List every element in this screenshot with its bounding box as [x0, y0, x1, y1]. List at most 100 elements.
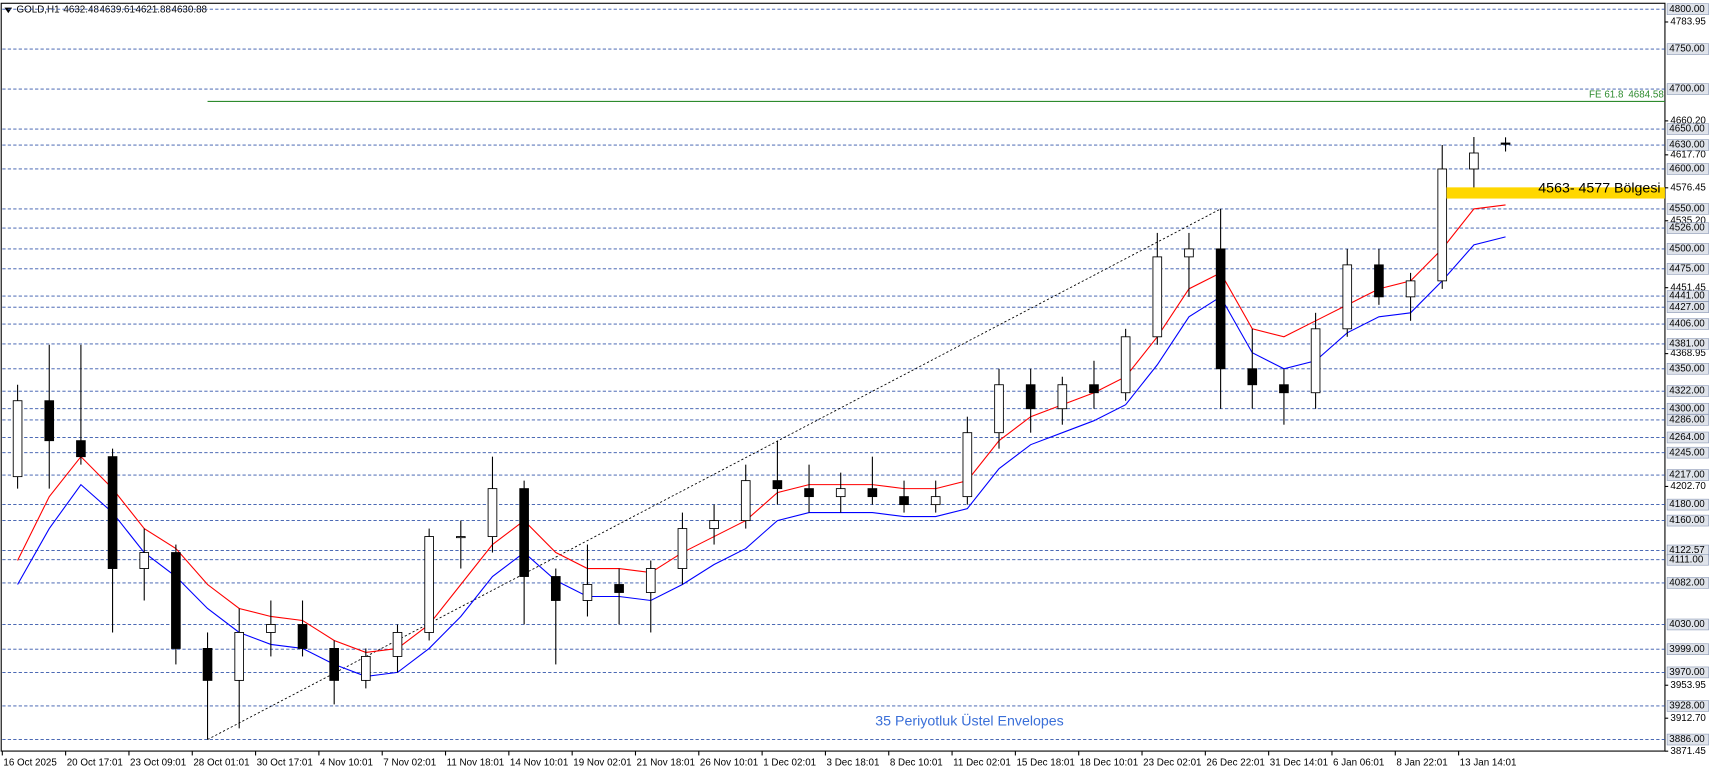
- candle-body: [1184, 248, 1194, 258]
- plot-border: [0, 2, 1666, 752]
- x-tick-label: 20 Oct 17:01: [67, 758, 123, 769]
- y-tick-label: 4783.95: [1670, 17, 1706, 28]
- x-tick-label: 13 Jan 14:01: [1460, 758, 1517, 769]
- level-label-box: [1666, 514, 1709, 527]
- candle-body: [962, 432, 973, 498]
- x-tick-label: 8 Jan 22:01: [1396, 758, 1447, 769]
- level-label-box: [1666, 363, 1709, 375]
- header-symbol: GOLD,H1: [16, 4, 59, 15]
- candle-body: [994, 384, 1004, 434]
- fibo-label: FE 61.8: [1589, 89, 1624, 100]
- candle-body: [1374, 264, 1384, 298]
- candle-body: [1215, 248, 1226, 370]
- level-label-box: [1666, 554, 1709, 566]
- level-label: 4475.00: [1669, 263, 1705, 274]
- candle-body: [740, 480, 751, 522]
- level-label-box: [1666, 618, 1709, 631]
- level-label: 4700.00: [1669, 84, 1705, 95]
- level-label-box: [1666, 222, 1709, 234]
- zone-box: [1446, 187, 1665, 199]
- envelope-line: [17, 236, 1506, 677]
- level-label: 4441.00: [1669, 291, 1705, 302]
- x-tick-label: 11 Dec 02:01: [953, 758, 1011, 769]
- level-label: 4245.00: [1669, 447, 1705, 458]
- candle-body: [76, 440, 86, 458]
- level-label: 4082.00: [1669, 578, 1705, 589]
- candle-body: [930, 496, 941, 506]
- header-value: 4630.88: [172, 4, 208, 15]
- level-label-box: [1666, 498, 1709, 511]
- y-tick-label: 4368.95: [1670, 348, 1706, 359]
- level-label: 4300.00: [1669, 403, 1705, 414]
- candle-body: [1057, 384, 1068, 410]
- candle-body: [614, 584, 624, 593]
- level-label-box: [1666, 700, 1709, 712]
- x-tick-label: 16 Oct 2025: [3, 758, 57, 769]
- x-tick-label: 26 Nov 10:01: [700, 758, 758, 769]
- candle-body: [550, 576, 561, 601]
- candle-body: [867, 488, 878, 498]
- level-label: 4650.00: [1669, 124, 1705, 135]
- level-label-box: [1666, 263, 1709, 275]
- candle-body: [1279, 384, 1289, 394]
- envelope-line: [17, 204, 1506, 653]
- candle-body: [361, 655, 371, 681]
- candle-body: [899, 496, 909, 506]
- level-label-box: [1666, 203, 1709, 215]
- y-tick-label: 4660.20: [1670, 115, 1706, 126]
- candle-body: [234, 632, 245, 681]
- x-tick-label: 18 Dec 10:01: [1080, 758, 1138, 769]
- candle-body: [202, 648, 213, 681]
- level-label: 4286.00: [1669, 414, 1705, 425]
- y-tick-label: 4576.45: [1670, 182, 1706, 193]
- level-label: 4122.57: [1669, 545, 1704, 556]
- level-label: 4111.00: [1669, 554, 1704, 565]
- level-label-box: [1666, 469, 1709, 481]
- x-tick-label: 31 Dec 14:01: [1270, 758, 1328, 769]
- level-label: 4750.00: [1669, 44, 1705, 55]
- candle-body: [772, 480, 783, 490]
- level-label-box: [1666, 577, 1709, 589]
- candle-body: [171, 552, 181, 649]
- candle-body: [107, 456, 118, 569]
- level-label-box: [1666, 338, 1709, 350]
- zone-label: 4563- 4577 Bölgesi: [1538, 180, 1660, 196]
- candle-body: [1310, 328, 1321, 394]
- y-tick-label: 3912.70: [1670, 713, 1706, 724]
- candle-body: [804, 488, 814, 498]
- candle-body: [1500, 142, 1511, 145]
- x-tick-label: 26 Dec 22:01: [1206, 758, 1264, 769]
- candle-body: [1025, 384, 1036, 410]
- level-label: 4526.00: [1669, 223, 1705, 234]
- candle-body: [1342, 264, 1353, 330]
- candle-body: [297, 624, 308, 649]
- candle-body: [329, 648, 339, 681]
- level-label-box: [1666, 301, 1709, 313]
- level-label: 4630.00: [1669, 140, 1705, 151]
- header-value: 4632.48: [63, 4, 99, 15]
- x-tick-label: 19 Nov 02:01: [573, 758, 631, 769]
- x-tick-label: 1 Dec 02:01: [763, 758, 816, 769]
- envelope-caption: 35 Periyotluk Üstel Envelopes: [875, 711, 1063, 729]
- level-label: 4381.00: [1669, 339, 1705, 350]
- level-label-box: [1666, 139, 1709, 151]
- y-tick-label: 3953.95: [1670, 680, 1706, 691]
- level-label-box: [1666, 431, 1709, 444]
- candle-body: [677, 528, 688, 569]
- level-label: 4550.00: [1669, 204, 1705, 215]
- x-tick-label: 7 Nov 02:01: [383, 758, 436, 769]
- level-label: 3886.00: [1669, 734, 1705, 745]
- candle-body: [456, 536, 466, 539]
- candle-body: [582, 584, 593, 601]
- x-tick-label: 4 Nov 10:01: [320, 758, 373, 769]
- level-label-box: [1666, 83, 1709, 95]
- level-label: 3928.00: [1669, 701, 1705, 712]
- candle-body: [392, 632, 403, 657]
- y-tick-label: 3871.45: [1670, 746, 1706, 757]
- candle-body: [519, 488, 529, 577]
- level-label: 4600.00: [1669, 164, 1705, 175]
- candle-body: [645, 568, 656, 593]
- level-label-box: [1666, 446, 1709, 459]
- level-label: 4800.00: [1669, 4, 1705, 15]
